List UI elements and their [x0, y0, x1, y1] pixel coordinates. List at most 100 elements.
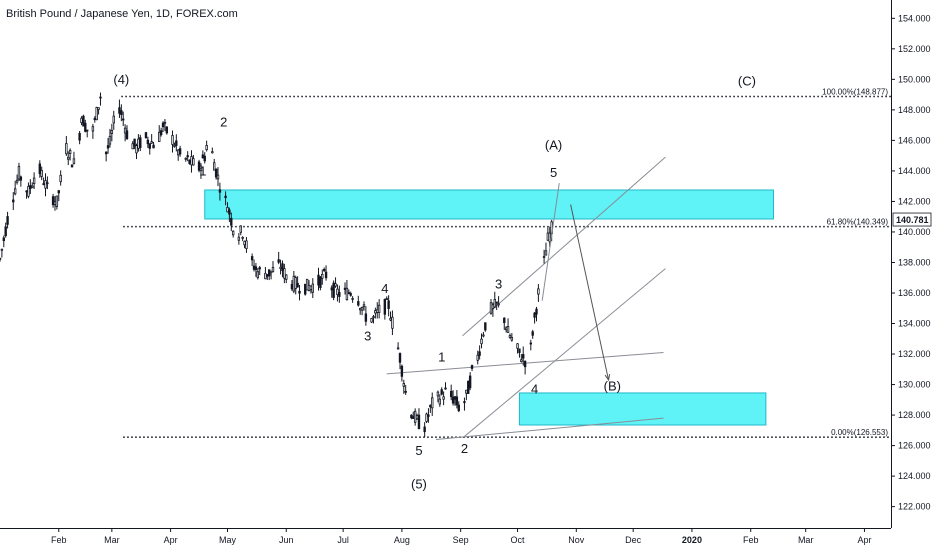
candle	[455, 396, 459, 406]
candle	[440, 389, 443, 395]
candle	[53, 201, 57, 205]
candle	[19, 176, 23, 181]
candle	[336, 288, 339, 295]
candle	[65, 143, 68, 155]
candle	[55, 195, 59, 207]
candle	[305, 278, 309, 291]
y-tick-label: 128.000	[898, 410, 931, 420]
candle	[374, 310, 377, 314]
candle	[106, 145, 110, 149]
candle	[0, 258, 2, 260]
target-zone-1[interactable]	[204, 189, 774, 220]
candle	[349, 293, 352, 296]
candle	[186, 155, 189, 158]
candle	[224, 195, 227, 199]
candle	[482, 334, 485, 337]
candle	[376, 309, 379, 313]
y-tick-label: 134.000	[898, 319, 931, 329]
candle	[476, 354, 479, 361]
candle	[163, 121, 167, 124]
candle	[211, 151, 214, 154]
candle	[254, 266, 258, 271]
candle	[523, 360, 527, 368]
candle	[205, 144, 208, 151]
candle	[396, 347, 400, 350]
candle	[529, 342, 533, 345]
candle	[516, 343, 519, 349]
candle	[370, 318, 373, 323]
candle	[309, 285, 313, 290]
candle	[177, 149, 180, 156]
x-tick-label: Dec	[625, 535, 642, 545]
candle	[241, 236, 244, 239]
candle	[404, 390, 407, 393]
price-axis[interactable]	[891, 0, 932, 550]
candle	[283, 268, 286, 279]
candle	[42, 183, 45, 186]
candle	[544, 250, 548, 256]
candle	[360, 306, 364, 311]
wave-label: 5	[415, 443, 422, 458]
candle	[93, 118, 96, 121]
y-tick-label: 140.000	[898, 227, 931, 237]
y-tick-label: 130.000	[898, 380, 931, 390]
x-tick-label: Apr	[857, 535, 871, 545]
candle	[377, 304, 381, 313]
candle	[391, 316, 394, 329]
candle	[497, 303, 500, 306]
candle	[531, 331, 534, 336]
candle	[267, 269, 271, 277]
wave-label: (A)	[545, 138, 562, 153]
candle	[12, 199, 15, 203]
candle	[372, 316, 375, 318]
candle	[178, 148, 182, 155]
candle	[188, 159, 191, 164]
current-price-tag	[892, 212, 932, 227]
candle	[317, 274, 320, 286]
candle	[120, 110, 123, 115]
x-tick-label: May	[219, 535, 237, 545]
candle	[2, 237, 5, 242]
candle	[457, 404, 460, 412]
wave5-line[interactable]	[541, 183, 560, 301]
candle	[398, 353, 402, 363]
candle	[150, 141, 153, 144]
candle	[51, 196, 55, 206]
candle	[423, 426, 426, 433]
candle	[252, 265, 256, 270]
candle	[465, 389, 468, 394]
candle	[277, 259, 280, 263]
candle	[216, 174, 220, 180]
candle	[72, 158, 76, 164]
candle	[218, 189, 222, 193]
candle	[522, 354, 525, 359]
candle	[31, 185, 34, 188]
wave-label: 1	[438, 350, 445, 365]
candle	[478, 351, 481, 356]
candle	[122, 118, 125, 121]
candle	[292, 275, 296, 292]
x-tick-label: Mar	[104, 535, 120, 545]
x-tick-label: Nov	[568, 535, 585, 545]
candle	[279, 266, 282, 269]
candle	[112, 115, 115, 124]
candle	[470, 365, 474, 369]
candle	[264, 272, 267, 280]
candle	[298, 290, 301, 294]
candle	[95, 107, 98, 121]
trend-line[interactable]	[435, 417, 664, 440]
candle	[412, 416, 415, 419]
candle	[467, 380, 470, 394]
candle	[510, 337, 514, 341]
candle	[199, 165, 203, 172]
candle	[139, 137, 142, 148]
trend-line[interactable]	[464, 268, 666, 437]
y-tick-label: 124.000	[898, 471, 931, 481]
forecast-arrow[interactable]	[570, 204, 610, 381]
candle	[125, 130, 129, 139]
fib-level-label: 100.00%(148.877)	[822, 87, 888, 96]
wave-label: (5)	[411, 476, 427, 491]
candle	[402, 382, 405, 387]
candle	[171, 135, 174, 145]
